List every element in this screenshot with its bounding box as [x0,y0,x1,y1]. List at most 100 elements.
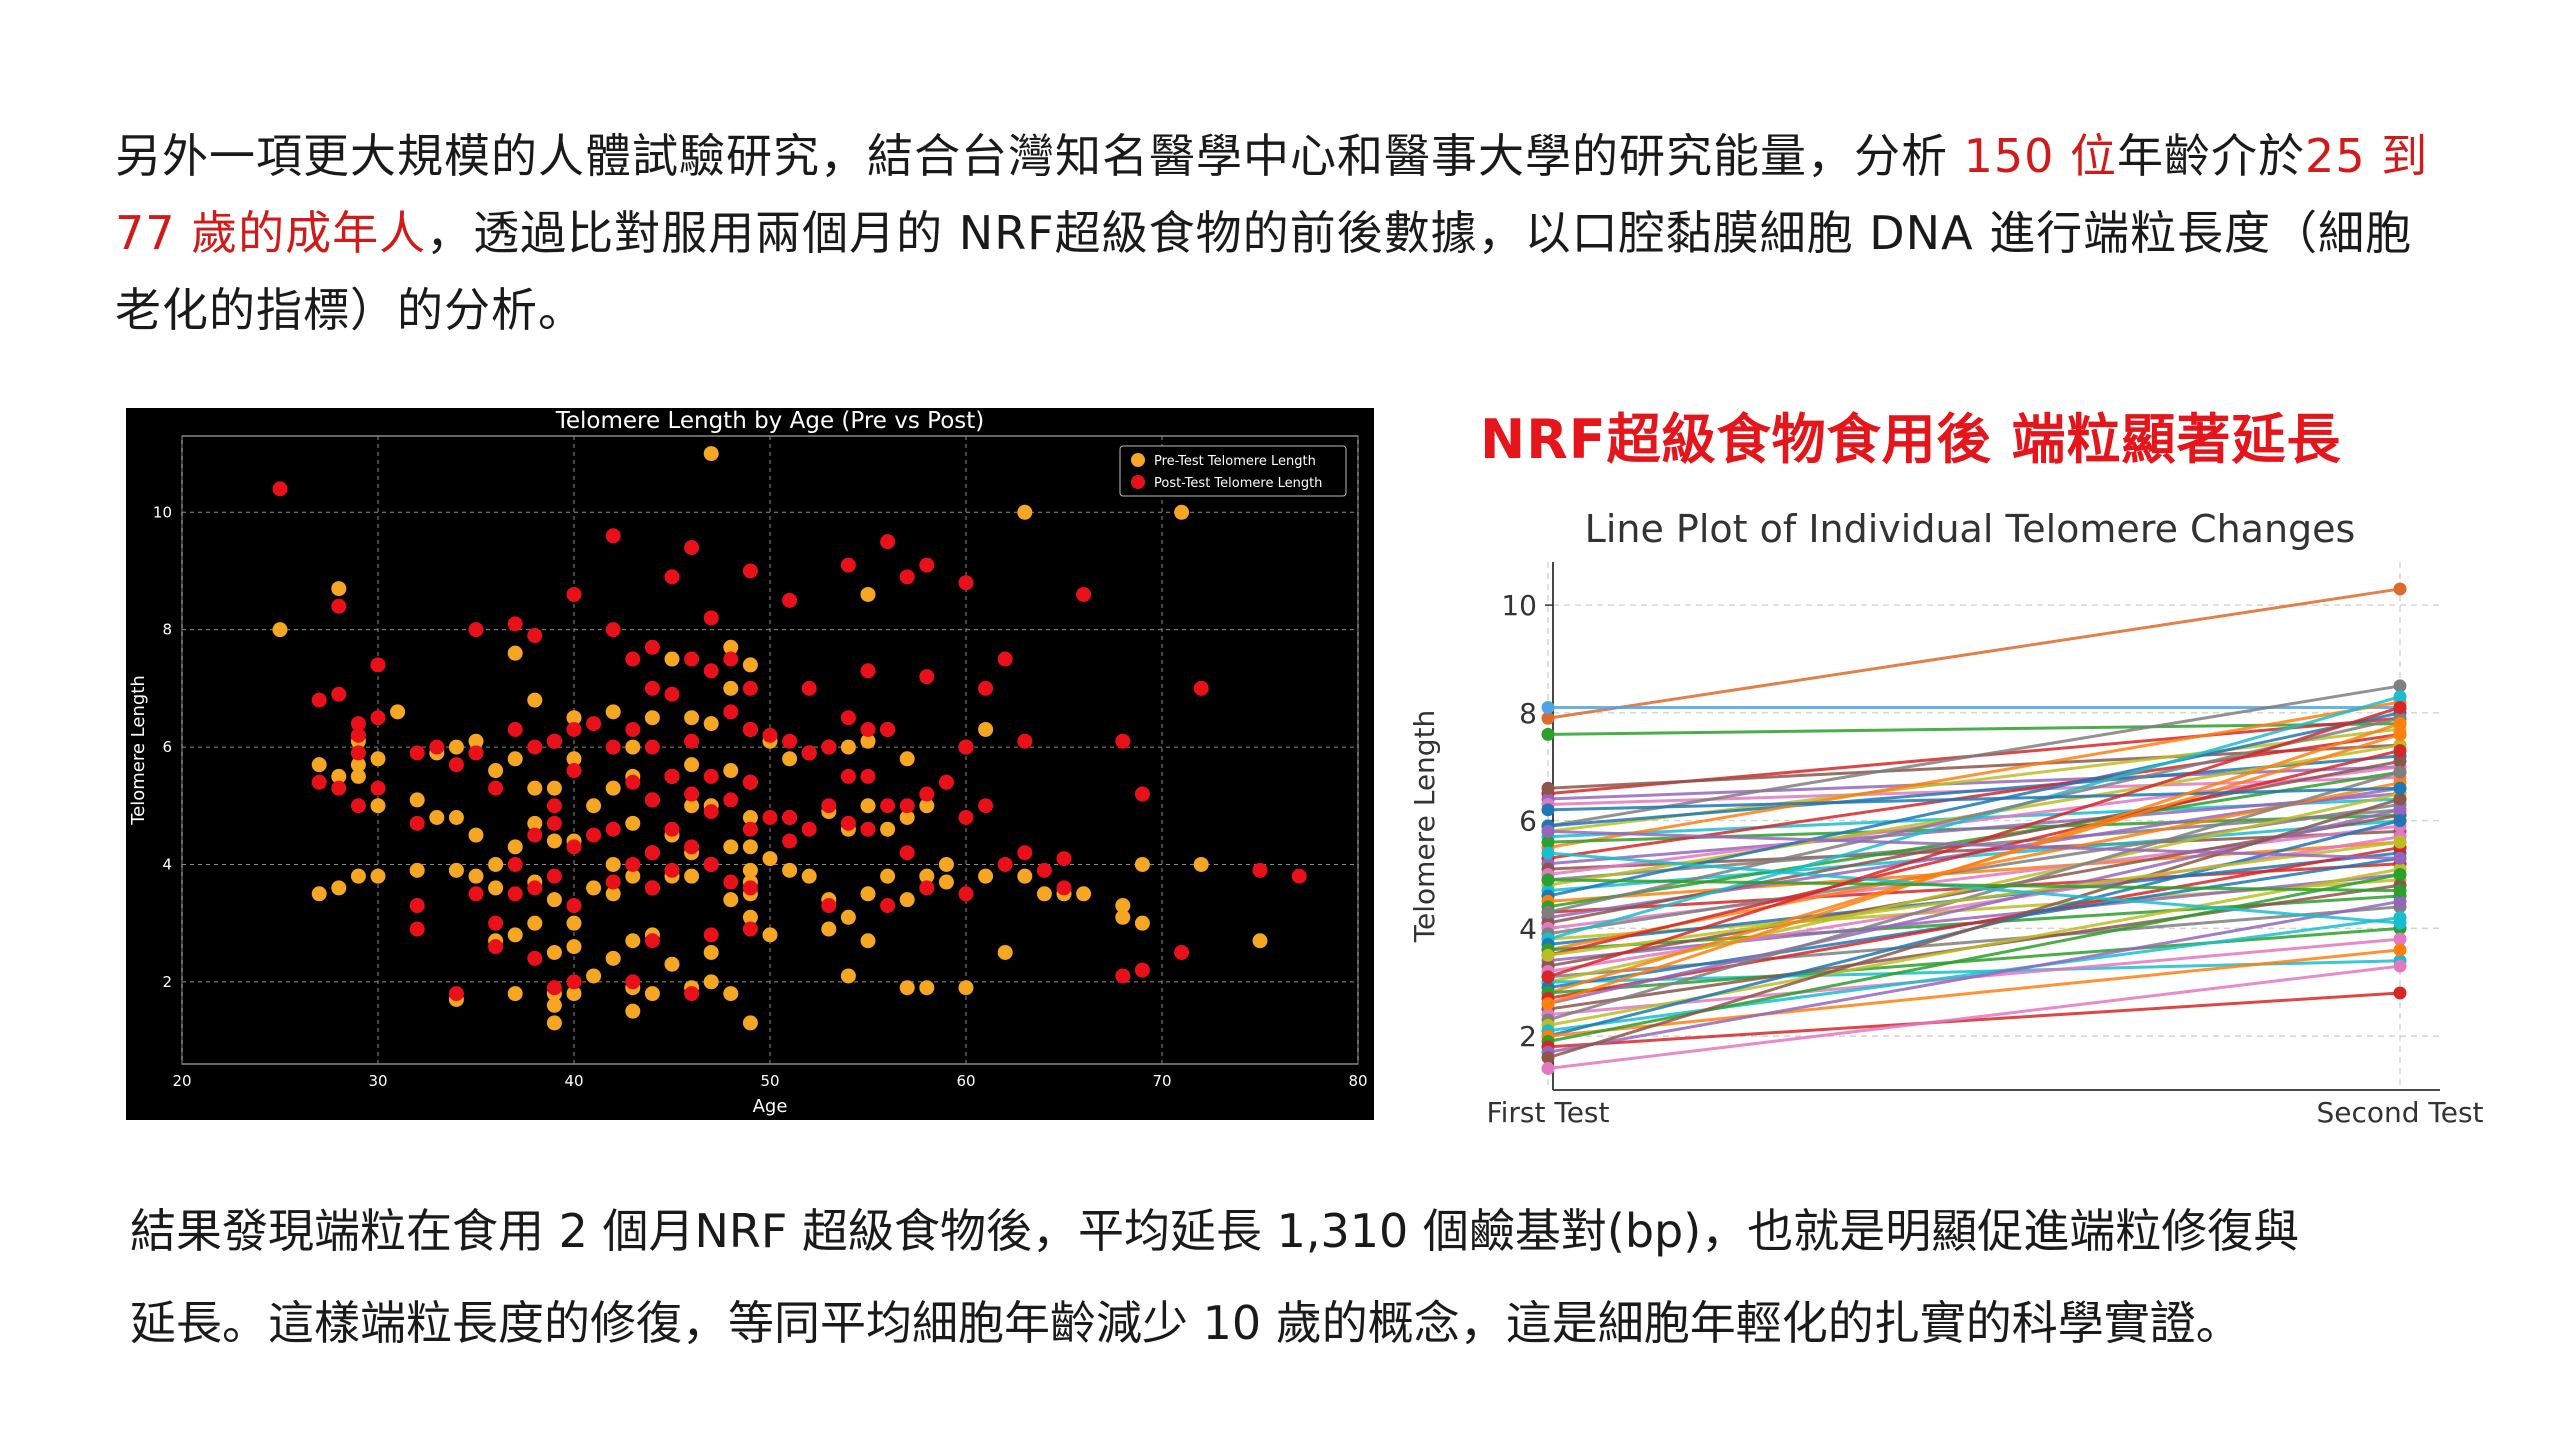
pre-test-point [605,886,621,902]
first-test-point [1541,948,1555,962]
post-test-point [331,598,347,614]
second-test-point [2393,744,2407,758]
post-test-point [742,880,758,896]
intro-highlight-age: 25 到77 歲的成年人 [115,129,2429,260]
pre-test-point [997,944,1013,960]
pre-test-point [1193,856,1209,872]
x-tick-label: 50 [760,1072,779,1090]
x-tick-label: 30 [368,1072,387,1090]
post-test-point [546,733,562,749]
post-test-point [1036,862,1052,878]
post-test-point [507,886,523,902]
pre-test-point [723,986,739,1002]
pre-test-point [742,862,758,878]
post-test-point [546,815,562,831]
post-test-point [586,716,602,732]
pre-test-point [742,909,758,925]
post-test-point [899,798,915,814]
individual-change-line [1547,813,2401,968]
pre-test-point [409,792,425,808]
post-test-point [331,686,347,702]
post-test-point [409,898,425,914]
second-test-point [2393,727,2407,741]
individual-change-line [1547,716,2401,914]
post-test-point [703,856,719,872]
pre-test-point [488,856,504,872]
individual-change-line [1547,765,2401,801]
pre-test-point [350,868,366,884]
individual-change-line [1547,916,2401,1033]
pre-test-point [370,751,386,767]
individual-change-line [1547,797,2401,1060]
pre-test-point [331,880,347,896]
pre-test-point [488,763,504,779]
post-test-point [782,733,798,749]
pre-test-point [782,862,798,878]
pre-test-point [527,692,543,708]
pre-test-point [762,851,778,867]
first-test-point [1541,873,1555,887]
post-test-point [429,739,445,755]
individual-change-line [1547,749,2401,957]
pre-test-point [1017,504,1033,520]
post-test-point [1134,962,1150,978]
post-test-point [409,815,425,831]
pre-test-point [860,886,876,902]
post-test-point [703,768,719,784]
y-tick-label: 8 [1519,697,1537,730]
intro-paragraph: 另外一項更大規模的人體試驗研究，結合台灣知名醫學中心和醫事大學的研究能量，分析 … [115,118,2455,349]
pre-test-point [742,809,758,825]
pre-test-point [311,886,327,902]
second-test-point [2393,932,2407,946]
first-test-point [1541,781,1555,795]
scatter-chart-panel: 20 30 40 50 60 70 80 2 4 6 8 10 Telomere Length by A… [126,408,1374,1120]
pre-test-point [684,710,700,726]
pre-test-point [625,933,641,949]
post-test-point [997,856,1013,872]
post-test-point [507,721,523,737]
pre-test-point [880,821,896,837]
legend-marker [1131,453,1145,467]
pre-test-point [919,798,935,814]
line-chart-panel: Line Plot of Individual Telomere Changes… [1400,500,2510,1140]
pre-test-point [742,839,758,855]
pre-test-point [468,827,484,843]
post-test-point [605,874,621,890]
post-test-point [840,557,856,573]
pre-test-point [684,798,700,814]
post-test-point [546,798,562,814]
second-test-point [2393,765,2407,779]
post-test-point [860,821,876,837]
post-test-point [605,739,621,755]
post-test-point [782,592,798,608]
pre-test-point [566,986,582,1002]
post-test-point [370,657,386,673]
pre-test-point [703,974,719,990]
individual-change-line [1547,786,2401,812]
post-test-point [742,721,758,737]
post-test-point [684,839,700,855]
x-tick-label: 80 [1348,1072,1367,1090]
post-test-point [507,616,523,632]
y-tick-label: 2 [1519,1020,1537,1053]
post-test-point [840,768,856,784]
y-tick-label: 6 [1519,805,1537,838]
post-test-point [723,874,739,890]
pre-test-point [468,868,484,884]
post-test-point [899,569,915,585]
pre-test-point [429,809,445,825]
individual-change-line [1547,851,2401,925]
pre-test-point [586,968,602,984]
post-test-point [664,821,680,837]
post-test-point [1193,680,1209,696]
pre-test-point [958,980,974,996]
post-test-point [566,898,582,914]
individual-change-line [1547,926,2401,995]
post-test-point [625,721,641,737]
pre-test-point [527,780,543,796]
post-test-point [370,780,386,796]
pre-test-point [507,839,523,855]
pre-test-point [468,733,484,749]
pre-test-point [546,833,562,849]
pre-test-point [684,868,700,884]
